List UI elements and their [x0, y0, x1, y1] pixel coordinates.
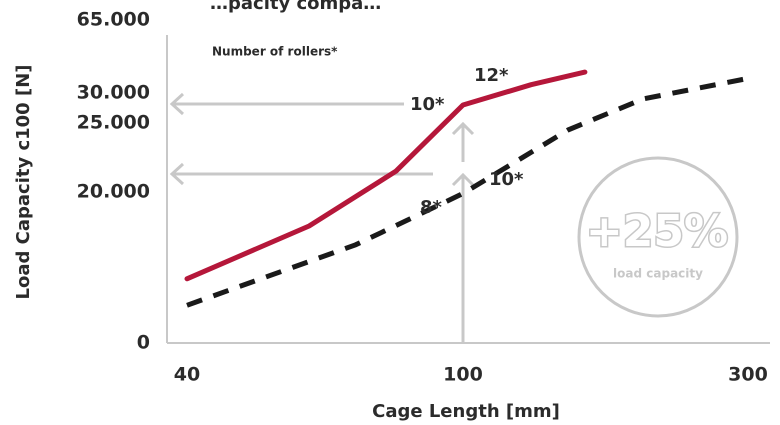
badge-value: +25% — [586, 206, 728, 257]
y-tick-label: 20.000 — [77, 181, 150, 203]
annotation-label: 8* — [420, 197, 443, 218]
annotation-label: 12* — [474, 65, 509, 86]
chart-title: …pacity compa… — [210, 0, 381, 14]
annotation-label: 10* — [489, 169, 524, 190]
y-tick-label: 30.000 — [77, 82, 150, 104]
badge-label: load capacity — [613, 267, 703, 281]
load-capacity-badge: +25% load capacity — [579, 158, 737, 316]
x-tick-label: 100 — [443, 364, 483, 386]
x-tick-label: 300 — [728, 364, 768, 386]
legend-title: Number of rollers* — [212, 45, 338, 59]
x-tick-label: 40 — [174, 364, 200, 386]
y-tick-label: 65.000 — [77, 9, 150, 31]
y-axis-title: Load Capacity c100 [N] — [13, 65, 34, 300]
annotation-label: 10* — [410, 94, 445, 115]
x-axis-title: Cage Length [mm] — [372, 401, 560, 422]
y-tick-label: 0 — [137, 332, 150, 354]
y-tick-label: 25.000 — [77, 112, 150, 134]
